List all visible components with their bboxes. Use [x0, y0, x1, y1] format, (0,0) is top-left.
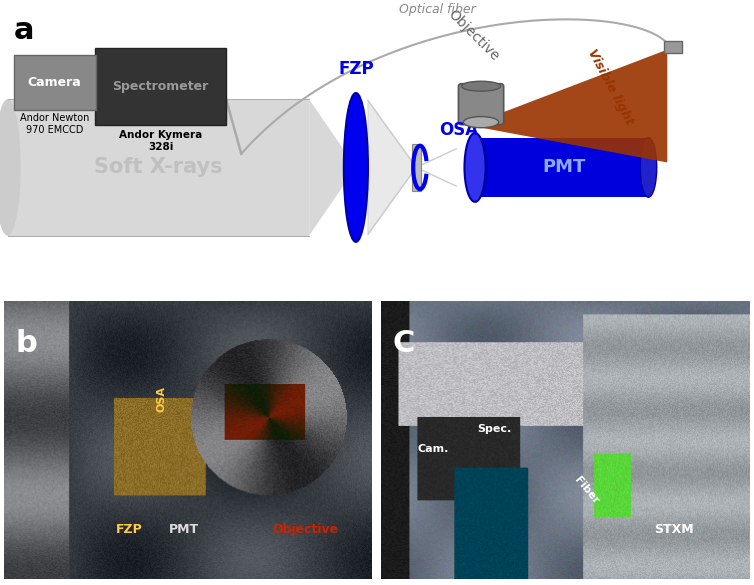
FancyBboxPatch shape [14, 54, 96, 110]
Text: OSA: OSA [439, 121, 478, 139]
FancyBboxPatch shape [95, 49, 226, 125]
Text: Andor Newton
970 EMCCD: Andor Newton 970 EMCCD [20, 113, 90, 135]
Text: Spectrometer: Spectrometer [112, 80, 209, 94]
Ellipse shape [470, 137, 487, 197]
Text: PMT: PMT [169, 522, 199, 536]
Ellipse shape [461, 81, 501, 91]
Text: b: b [16, 329, 38, 358]
Text: Soft X-rays: Soft X-rays [94, 157, 222, 177]
Text: Objective: Objective [272, 522, 339, 536]
Text: C: C [393, 329, 415, 358]
Text: Fiber: Fiber [573, 474, 601, 506]
Ellipse shape [640, 137, 657, 197]
Bar [412, 144, 421, 191]
Text: Andor Kymera
328i: Andor Kymera 328i [119, 130, 202, 152]
Polygon shape [368, 101, 416, 235]
Bar [8, 99, 309, 236]
Text: Objective: Objective [445, 7, 502, 64]
Text: a: a [14, 16, 34, 44]
Text: Spec.: Spec. [477, 424, 511, 434]
Text: Visible light: Visible light [585, 47, 636, 127]
Text: FZP: FZP [115, 522, 143, 536]
Text: Camera: Camera [28, 75, 81, 89]
FancyBboxPatch shape [664, 41, 682, 53]
Text: FZP: FZP [338, 60, 374, 77]
Text: Cam.: Cam. [418, 443, 449, 453]
Text: OSA: OSA [157, 386, 167, 411]
Text: STXM: STXM [654, 522, 694, 536]
Ellipse shape [0, 99, 20, 236]
Bar [479, 137, 648, 197]
Ellipse shape [464, 116, 498, 128]
Polygon shape [477, 50, 667, 163]
FancyBboxPatch shape [458, 84, 504, 125]
Text: PMT: PMT [542, 159, 585, 177]
Ellipse shape [464, 133, 486, 202]
Text: Optical fiber: Optical fiber [399, 3, 476, 16]
Ellipse shape [344, 93, 368, 242]
Polygon shape [309, 99, 356, 236]
